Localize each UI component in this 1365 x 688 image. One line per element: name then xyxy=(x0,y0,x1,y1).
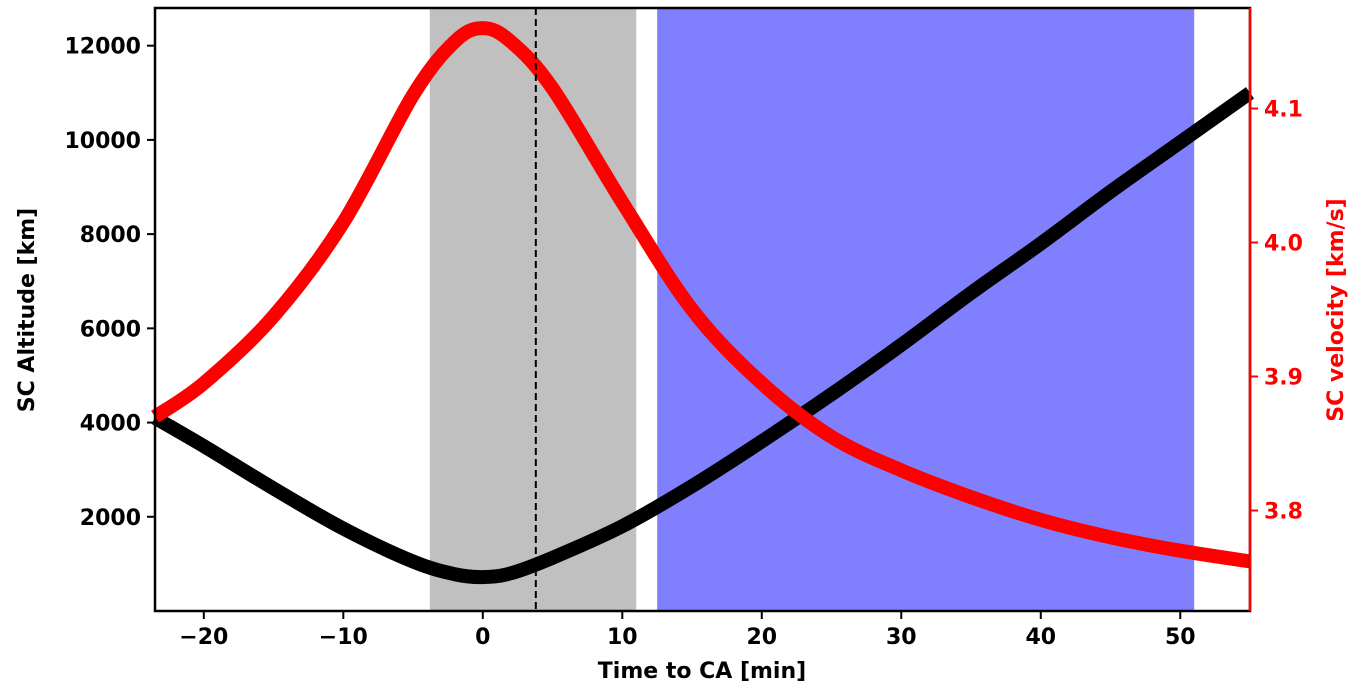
right-y-tick-label: 3.9 xyxy=(1264,366,1303,391)
right-axis-label: SC velocity [km/s] xyxy=(1324,198,1349,421)
x-tick-label: 10 xyxy=(607,625,638,650)
left-y-tick-label: 2000 xyxy=(80,506,141,531)
left-y-tick-label: 12000 xyxy=(64,35,141,60)
x-tick-label: 40 xyxy=(1025,625,1056,650)
series-group xyxy=(151,21,1255,585)
shaded-region-0 xyxy=(429,8,637,611)
left-axis-ticks: 2000 4000 6000 8000 10000 12000 xyxy=(64,35,155,531)
velocity-series-line xyxy=(151,21,1252,569)
right-y-tick-label: 3.8 xyxy=(1264,500,1303,525)
x-tick-label: 50 xyxy=(1165,625,1196,650)
left-y-tick-label: 4000 xyxy=(80,412,141,437)
left-y-tick-label: 10000 xyxy=(64,129,141,154)
right-axis-ticks: 3.8 3.9 4.0 4.1 xyxy=(1250,98,1303,525)
left-y-tick-label: 6000 xyxy=(80,317,141,342)
x-tick-label: −20 xyxy=(179,625,228,650)
left-y-tick-label: 8000 xyxy=(80,223,141,248)
left-axis-label: SC Altitude [km] xyxy=(15,208,40,412)
right-y-tick-label: 4.0 xyxy=(1264,232,1303,257)
x-tick-label: −10 xyxy=(319,625,368,650)
right-y-tick-label: 4.1 xyxy=(1264,98,1303,123)
shaded-regions xyxy=(429,8,1195,611)
x-tick-label: 20 xyxy=(746,625,777,650)
altitude-series-line xyxy=(151,87,1255,585)
x-axis-label: Time to CA [min] xyxy=(598,659,806,684)
x-axis-ticks: −20 −10 0 10 20 30 40 50 xyxy=(179,611,1196,650)
shaded-region-1 xyxy=(657,8,1195,611)
x-tick-label: 30 xyxy=(886,625,917,650)
x-tick-label: 0 xyxy=(475,625,490,650)
